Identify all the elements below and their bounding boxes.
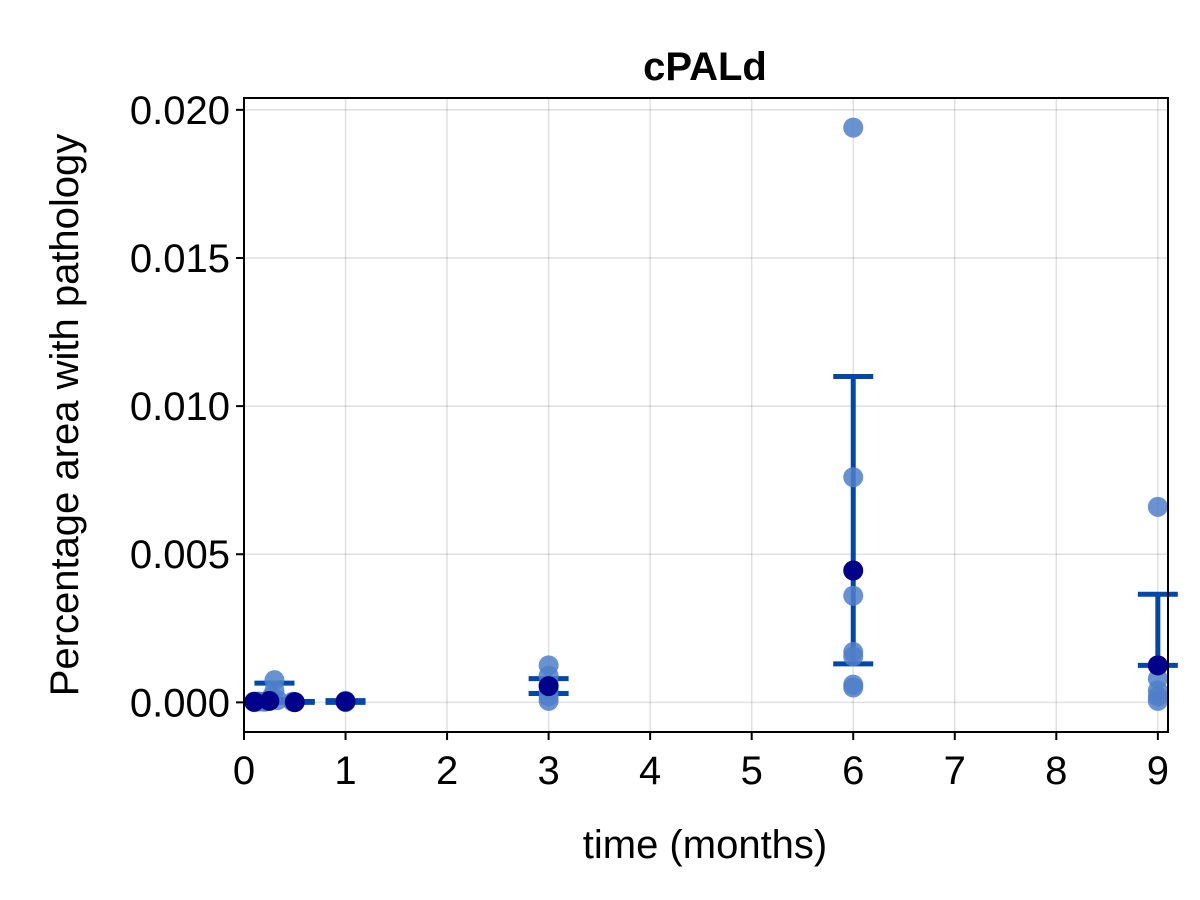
mean-point [1147, 655, 1168, 676]
chart-title: cPALd [643, 45, 767, 89]
mean-point [284, 692, 305, 713]
x-tick-label: 8 [1045, 749, 1067, 793]
x-ticks: 0 1 2 3 4 5 6 7 8 9 [233, 732, 1169, 793]
x-tick-label: 5 [741, 749, 763, 793]
y-axis-label: Percentage area with pathology [43, 134, 87, 697]
plot-frame [243, 97, 1169, 733]
x-tick-label: 0 [233, 749, 255, 793]
data-point [538, 690, 559, 711]
y-ticks: 0.000 0.005 0.010 0.015 0.020 [130, 89, 244, 725]
data-point [1147, 690, 1168, 711]
mean-point [538, 676, 559, 697]
data-point [843, 117, 864, 138]
x-tick-label: 1 [334, 749, 356, 793]
x-tick-label: 4 [639, 749, 661, 793]
x-tick-label: 6 [842, 749, 864, 793]
mean-point [843, 560, 864, 581]
x-axis-label: time (months) [583, 823, 828, 867]
x-tick-label: 3 [537, 749, 559, 793]
y-tick-label: 0.015 [130, 237, 230, 281]
x-tick-label: 9 [1147, 749, 1169, 793]
grid [243, 98, 1168, 732]
data-point [843, 467, 864, 488]
data-point [843, 677, 864, 698]
mean-point [335, 691, 356, 712]
mean-point [259, 690, 280, 711]
y-tick-label: 0.005 [130, 533, 230, 577]
errorbars [254, 373, 1178, 705]
y-tick-label: 0.020 [130, 89, 230, 133]
y-tick-label: 0.010 [130, 385, 230, 429]
x-tick-label: 7 [944, 749, 966, 793]
data-points [244, 117, 1168, 713]
y-tick-label: 0.000 [130, 681, 230, 725]
data-point [1147, 496, 1168, 517]
x-tick-label: 2 [436, 749, 458, 793]
data-point [843, 585, 864, 606]
mean-points [244, 560, 1168, 713]
data-point [843, 646, 864, 667]
mean-point [244, 691, 265, 712]
